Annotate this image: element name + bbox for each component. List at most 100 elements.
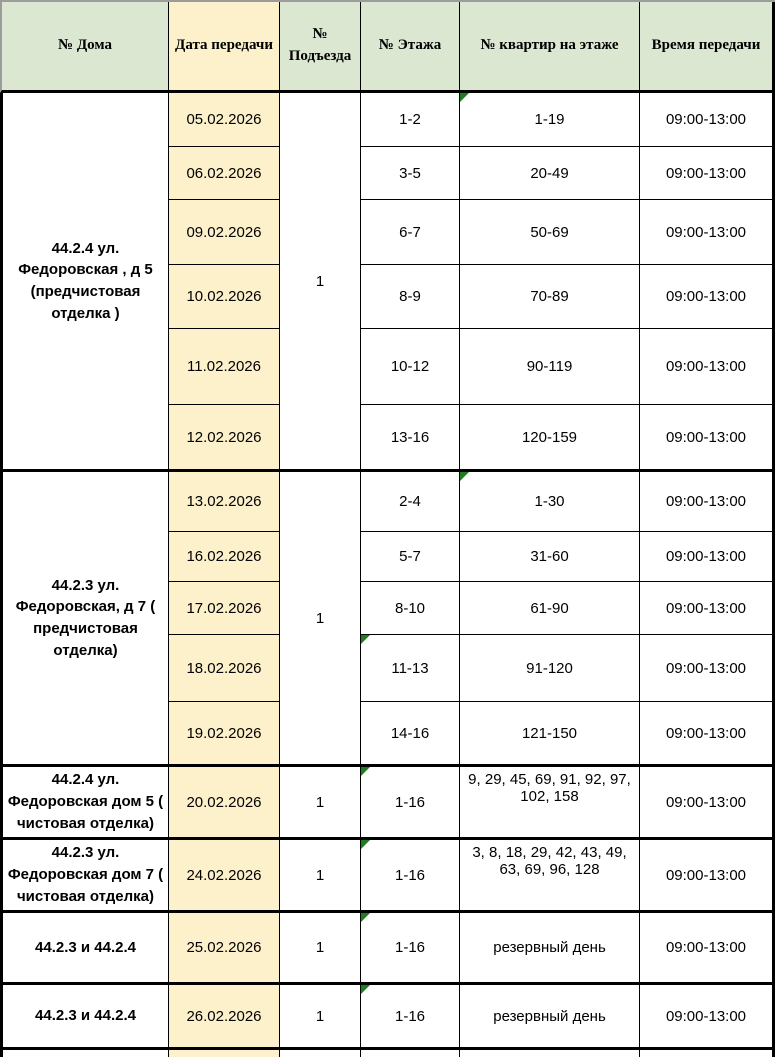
apartments-cell: 90-119 bbox=[460, 329, 640, 405]
floor-cell: 2-4 bbox=[361, 472, 460, 532]
floor-cell: 8-10 bbox=[361, 582, 460, 635]
entrance-cell: 1 bbox=[280, 840, 361, 913]
apartments-cell: 1-19 bbox=[460, 93, 640, 147]
date-cell: 12.02.2026 bbox=[169, 405, 280, 472]
cutoff-cell bbox=[460, 1050, 640, 1057]
cutoff-cell bbox=[361, 1050, 460, 1057]
apartments-cell: 70-89 bbox=[460, 265, 640, 329]
cell-error-marker-icon bbox=[361, 985, 370, 994]
header-time: Время передачи bbox=[640, 2, 775, 93]
apartments-value: 1-19 bbox=[534, 111, 565, 128]
floor-value: 1-16 bbox=[394, 939, 426, 956]
apartments-cell: 9, 29, 45, 69, 91, 92, 97, 102, 158 bbox=[460, 767, 640, 840]
cell-error-marker-icon bbox=[361, 767, 370, 776]
floor-cell: 13-16 bbox=[361, 405, 460, 472]
apartments-cell: 20-49 bbox=[460, 147, 640, 200]
date-cell: 06.02.2026 bbox=[169, 147, 280, 200]
floor-cell: 1-16 bbox=[361, 840, 460, 913]
date-cell: 17.02.2026 bbox=[169, 582, 280, 635]
cutoff-cell bbox=[280, 1050, 361, 1057]
apartments-cell: 120-159 bbox=[460, 405, 640, 472]
house-cell: 44.2.3 ул. Федоровская, д 7 ( предчистов… bbox=[0, 472, 169, 767]
time-cell: 09:00-13:00 bbox=[640, 405, 775, 472]
floor-cell: 10-12 bbox=[361, 329, 460, 405]
cutoff-cell bbox=[0, 1050, 169, 1057]
table-row: 44.2.4 ул. Федоровская , д 5 (предчистов… bbox=[0, 93, 775, 472]
house-cell: 44.2.3 и 44.2.4 bbox=[0, 985, 169, 1050]
apartments-cell: резервный день bbox=[460, 985, 640, 1050]
cell-error-marker-icon bbox=[361, 913, 370, 922]
cell-error-marker-icon bbox=[460, 93, 469, 102]
floor-cell: 11-13 bbox=[361, 635, 460, 702]
table-row: 12.02.2026 13-16 120-159 09:00-13:00 bbox=[0, 405, 775, 472]
time-cell: 09:00-13:00 bbox=[640, 93, 775, 147]
time-cell: 09:00-13:00 bbox=[640, 582, 775, 635]
time-cell: 09:00-13:00 bbox=[640, 200, 775, 265]
cell-error-marker-icon bbox=[361, 840, 370, 849]
table-row: 44.2.3 ул. Федоровская, д 7 ( предчистов… bbox=[0, 472, 775, 767]
time-cell: 09:00-13:00 bbox=[640, 635, 775, 702]
entrance-cell: 1 bbox=[280, 93, 361, 472]
house-cell: 44.2.4 ул. Федоровская дом 5 ( чистовая … bbox=[0, 767, 169, 840]
table-row: 10.02.2026 8-9 70-89 09:00-13:00 bbox=[0, 265, 775, 329]
floor-cell: 1-16 bbox=[361, 767, 460, 840]
table-row: 44.2.3 и 44.2.4 26.02.2026 1 1-16 резерв… bbox=[0, 985, 775, 1050]
floor-value: 1-16 bbox=[394, 1007, 426, 1025]
floor-value: 11-13 bbox=[391, 659, 429, 677]
floor-cell: 6-7 bbox=[361, 200, 460, 265]
header-house: № Дома bbox=[0, 2, 169, 93]
entrance-cell: 1 bbox=[280, 472, 361, 767]
apartments-cell: 50-69 bbox=[460, 200, 640, 265]
time-cell: 09:00-13:00 bbox=[640, 147, 775, 200]
time-cell: 09:00-13:00 bbox=[640, 702, 775, 767]
house-cell: 44.2.4 ул. Федоровская , д 5 (предчистов… bbox=[0, 93, 169, 472]
table-row: 44.2.3 и 44.2.4 25.02.2026 1 1-16 резерв… bbox=[0, 913, 775, 985]
apartments-cell: 91-120 bbox=[460, 635, 640, 702]
entrance-cell: 1 bbox=[280, 913, 361, 985]
time-cell: 09:00-13:00 bbox=[640, 767, 775, 840]
time-cell: 09:00-13:00 bbox=[640, 985, 775, 1050]
apartments-cell: 121-150 bbox=[460, 702, 640, 767]
apartments-cell: 1-30 bbox=[460, 472, 640, 532]
table-row: 18.02.2026 11-13 91-120 09:00-13:00 bbox=[0, 635, 775, 702]
floor-cell: 8-9 bbox=[361, 265, 460, 329]
house-cell: 44.2.3 ул. Федоровская дом 7 ( чистовая … bbox=[0, 840, 169, 913]
date-cell: 09.02.2026 bbox=[169, 200, 280, 265]
apartments-cell: 31-60 bbox=[460, 532, 640, 582]
time-cell: 09:00-13:00 bbox=[640, 913, 775, 985]
floor-value: 1-16 bbox=[394, 793, 426, 811]
table-row: 19.02.2026 14-16 121-150 09:00-13:00 bbox=[0, 702, 775, 767]
table-row: 11.02.2026 10-12 90-119 09:00-13:00 bbox=[0, 329, 775, 405]
entrance-cell: 1 bbox=[280, 985, 361, 1050]
date-cell: 18.02.2026 bbox=[169, 635, 280, 702]
floor-cell: 1-2 bbox=[361, 93, 460, 147]
date-cell: 13.02.2026 bbox=[169, 472, 280, 532]
table-row: 44.2.3 ул. Федоровская дом 7 ( чистовая … bbox=[0, 840, 775, 913]
time-cell: 09:00-13:00 bbox=[640, 532, 775, 582]
time-cell: 09:00-13:00 bbox=[640, 265, 775, 329]
header-row: № Дома Дата передачи № Подъезда № Этажа … bbox=[0, 2, 775, 93]
header-entrance: № Подъезда bbox=[280, 2, 361, 93]
date-cell: 19.02.2026 bbox=[169, 702, 280, 767]
apartments-cell: 61-90 bbox=[460, 582, 640, 635]
apartments-cell: 3, 8, 18, 29, 42, 43, 49, 63, 69, 96, 12… bbox=[460, 840, 640, 913]
house-cell: 44.2.3 и 44.2.4 bbox=[0, 913, 169, 985]
cutoff-cell bbox=[169, 1050, 280, 1057]
cutoff-row bbox=[0, 1050, 775, 1057]
floor-cell: 3-5 bbox=[361, 147, 460, 200]
table-row: 09.02.2026 6-7 50-69 09:00-13:00 bbox=[0, 200, 775, 265]
apartments-cell: резервный день bbox=[460, 913, 640, 985]
header-apartments: № квартир на этаже bbox=[460, 2, 640, 93]
floor-value: 1-16 bbox=[394, 866, 426, 884]
date-cell: 25.02.2026 bbox=[169, 913, 280, 985]
date-cell: 10.02.2026 bbox=[169, 265, 280, 329]
header-date: Дата передачи bbox=[169, 2, 280, 93]
time-cell: 09:00-13:00 bbox=[640, 840, 775, 913]
time-cell: 09:00-13:00 bbox=[640, 329, 775, 405]
date-cell: 24.02.2026 bbox=[169, 840, 280, 913]
time-cell: 09:00-13:00 bbox=[640, 472, 775, 532]
entrance-cell: 1 bbox=[280, 767, 361, 840]
floor-cell: 14-16 bbox=[361, 702, 460, 767]
